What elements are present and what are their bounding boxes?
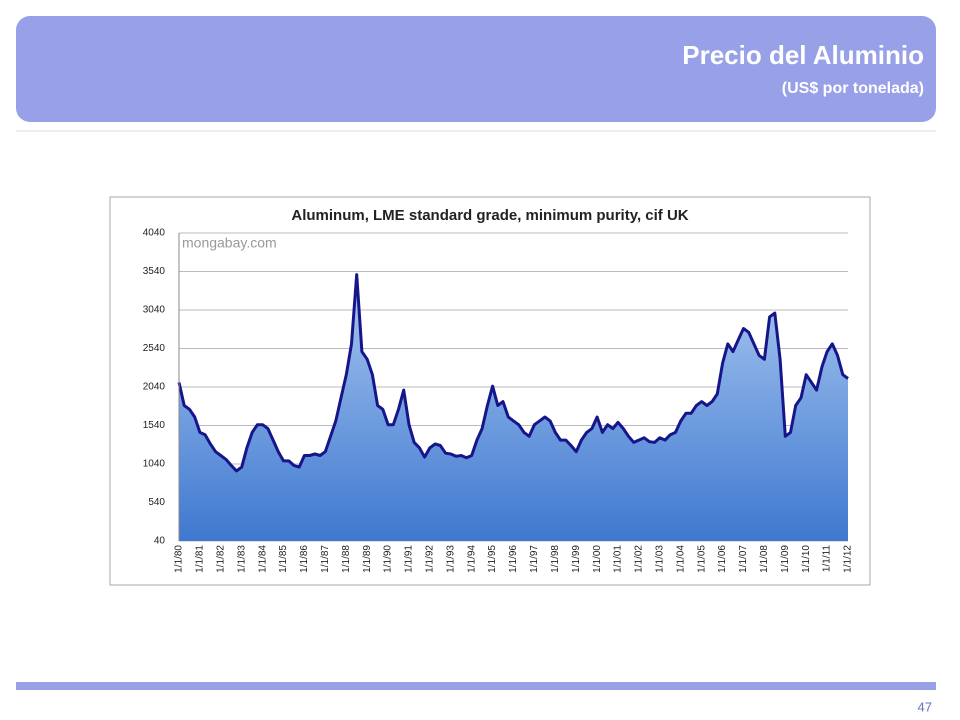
- chart-title: Aluminum, LME standard grade, minimum pu…: [291, 207, 688, 224]
- y-tick-label: 540: [148, 497, 165, 508]
- x-tick-label: 1/1/89: [362, 545, 373, 573]
- y-tick-label: 2540: [143, 343, 166, 354]
- x-tick-label: 1/1/05: [696, 545, 707, 573]
- watermark: mongabay.com: [182, 235, 277, 251]
- x-tick-label: 1/1/92: [425, 545, 436, 573]
- x-tick-label: 1/1/00: [592, 545, 603, 573]
- x-tick-label: 1/1/08: [759, 545, 770, 573]
- x-tick-label: 1/1/88: [341, 545, 352, 573]
- slide-subtitle: (US$ por tonelada): [782, 80, 924, 97]
- y-tick-label: 3540: [143, 266, 166, 277]
- x-tick-label: 1/1/80: [174, 545, 185, 573]
- area-fill: [179, 274, 848, 541]
- x-tick-label: 1/1/06: [717, 545, 728, 573]
- y-tick-label: 40: [154, 536, 166, 547]
- y-tick-label: 4040: [143, 228, 166, 239]
- x-tick-label: 1/1/99: [571, 545, 582, 573]
- x-tick-label: 1/1/04: [675, 545, 686, 573]
- x-tick-label: 1/1/82: [215, 545, 226, 573]
- y-tick-label: 2040: [143, 382, 166, 393]
- x-tick-label: 1/1/03: [654, 545, 665, 573]
- x-tick-label: 1/1/09: [780, 545, 791, 573]
- plot: 40 540 1040 1540 2040 2540 3040 3540 4040 1/1/80 1…: [143, 228, 854, 573]
- x-tick-label: 1/1/12: [843, 545, 854, 573]
- x-tick-label: 1/1/93: [445, 545, 456, 573]
- slide-title: Precio del Aluminio: [682, 40, 924, 70]
- x-tick-label: 1/1/10: [801, 545, 812, 573]
- area-line: [177, 273, 849, 473]
- x-tick-label: 1/1/07: [738, 545, 749, 573]
- x-tick-label: 1/1/87: [320, 545, 331, 573]
- x-tick-label: 1/1/85: [278, 545, 289, 573]
- x-tick-label: 1/1/86: [299, 545, 310, 573]
- y-tick-label: 3040: [143, 305, 166, 316]
- x-tick-label: 1/1/81: [195, 545, 206, 573]
- x-tick-label: 1/1/11: [822, 545, 833, 572]
- page-number: 47: [918, 699, 932, 714]
- header-band: [16, 16, 936, 122]
- x-tick-label: 1/1/98: [550, 545, 561, 573]
- x-tick-label: 1/1/94: [466, 545, 477, 573]
- y-tick-label: 1540: [143, 420, 166, 431]
- x-tick-label: 1/1/95: [487, 545, 498, 573]
- x-tick-label: 1/1/96: [508, 545, 519, 573]
- x-tick-label: 1/1/84: [257, 545, 268, 573]
- x-tick-label: 1/1/02: [634, 545, 645, 573]
- footer-band: [16, 682, 936, 690]
- x-tick-label: 1/1/97: [529, 545, 540, 573]
- x-tick-label: 1/1/83: [236, 545, 247, 573]
- x-tick-label: 1/1/90: [383, 545, 394, 573]
- x-tick-label: 1/1/91: [404, 545, 415, 573]
- x-tick-label: 1/1/01: [613, 545, 624, 573]
- y-tick-label: 1040: [143, 459, 166, 470]
